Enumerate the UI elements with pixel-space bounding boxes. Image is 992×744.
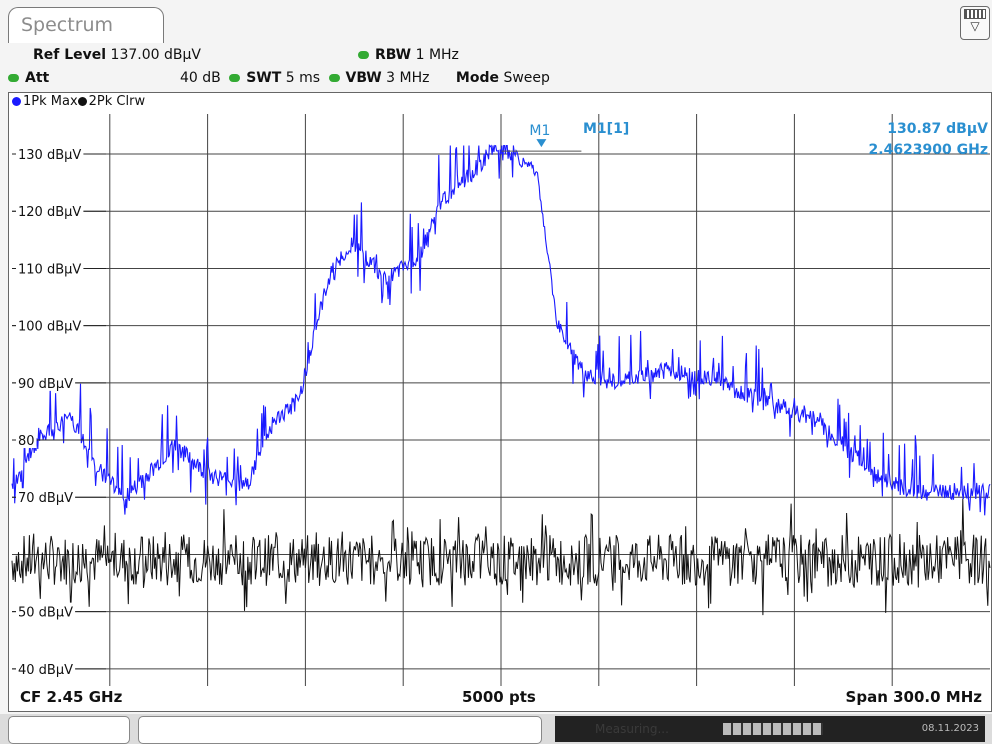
y-tick-label: 90 dBµV xyxy=(18,377,73,392)
y-tick-label-bg xyxy=(16,259,84,277)
mode-value: Sweep xyxy=(503,70,550,86)
y-tick-label: 130 dBµV xyxy=(18,148,81,163)
tab-bar: Spectrum ▽ xyxy=(0,0,992,44)
swt-coupled-icon xyxy=(229,74,241,82)
span-value: Span 300.0 MHz xyxy=(845,688,982,706)
y-tick-label-bg xyxy=(16,202,84,220)
rbw-coupled-icon xyxy=(358,51,369,59)
status-bar: Measuring... 08.11.2023 xyxy=(0,714,992,744)
y-tick-label: 120 dBµV xyxy=(18,205,81,220)
swt-label: SWT xyxy=(246,70,282,86)
trace-layer xyxy=(11,144,991,616)
att-value: 40 dB xyxy=(180,70,221,86)
marker-triangle[interactable] xyxy=(536,139,547,148)
grid xyxy=(12,114,990,686)
y-tick-label-bg xyxy=(16,316,84,334)
trace1-dot-icon xyxy=(12,97,21,106)
y-tick-label: 80 xyxy=(18,434,35,449)
att-coupled-icon xyxy=(8,74,19,82)
rbw-value: 1 MHz xyxy=(415,47,459,63)
trace2-label[interactable]: 2Pk Clrw xyxy=(88,94,146,109)
ref-level-value: 137.00 dBµV xyxy=(110,47,201,63)
trace1-label[interactable]: 1Pk Max xyxy=(23,94,78,109)
status-field-2[interactable] xyxy=(138,716,542,744)
vbw-coupled-icon xyxy=(328,74,340,82)
measuring-status: Measuring... xyxy=(595,722,669,736)
marker-layer: M1 M1[1] 130.87 dBµV 2.4623900 GHz xyxy=(501,121,988,158)
trace2-dot-icon xyxy=(77,97,87,106)
y-tick-label: 50 dBµV xyxy=(18,606,73,621)
trace-2pk-clrw xyxy=(11,498,991,616)
swt-value: 5 ms xyxy=(285,70,321,86)
progress-bar xyxy=(723,723,823,735)
att-label: Att xyxy=(25,70,50,86)
center-frequency: CF 2.45 GHz xyxy=(20,688,123,706)
status-info: Measuring... 08.11.2023 xyxy=(555,716,985,742)
trace-1pk-max xyxy=(11,144,991,516)
y-tick-label-bg xyxy=(16,145,84,163)
tab-spectrum[interactable]: Spectrum xyxy=(8,7,164,43)
y-tick-label: 70 dBµV xyxy=(18,491,73,506)
y-tick-label: 100 dBµV xyxy=(18,320,81,335)
marker-frequency: 2.4623900 GHz xyxy=(869,142,988,158)
sweep-points: 5000 pts xyxy=(462,688,536,706)
y-tick-label-bg xyxy=(16,373,76,391)
setup-panel: Ref Level 137.00 dBµV RBW 1 MHz Att 40 d… xyxy=(0,44,992,94)
marker-name: M1[1] xyxy=(583,121,629,137)
menu-icon[interactable]: ▽ xyxy=(960,6,990,40)
marker-tag[interactable]: M1 xyxy=(529,123,550,139)
vbw-value: 3 MHz xyxy=(386,70,430,86)
vbw-label: VBW xyxy=(345,70,382,86)
status-date: 08.11.2023 xyxy=(921,723,979,734)
mode-label: Mode xyxy=(455,70,499,86)
diagram-frame xyxy=(8,92,992,712)
y-tick-label-bg xyxy=(16,431,37,449)
y-ticks: 130 dBµV 120 dBµV 110 dBµV 100 dBµV 90 dBµV 8… xyxy=(12,145,106,678)
y-tick-label: 40 dBµV xyxy=(18,663,73,678)
y-tick-label-bg xyxy=(16,488,76,506)
y-tick-label-bg xyxy=(16,659,76,677)
y-tick-label-bg xyxy=(16,602,76,620)
y-tick-label: 110 dBµV xyxy=(18,262,81,277)
rbw-label: RBW xyxy=(375,47,412,63)
marker-level: 130.87 dBµV xyxy=(887,121,988,137)
status-field-1[interactable] xyxy=(8,716,130,744)
ref-level-label: Ref Level xyxy=(33,47,107,63)
diagram-footer: CF 2.45 GHz 5000 pts Span 300.0 MHz xyxy=(10,688,990,710)
trace-legend: 1Pk Max 2Pk Clrw xyxy=(12,94,145,109)
